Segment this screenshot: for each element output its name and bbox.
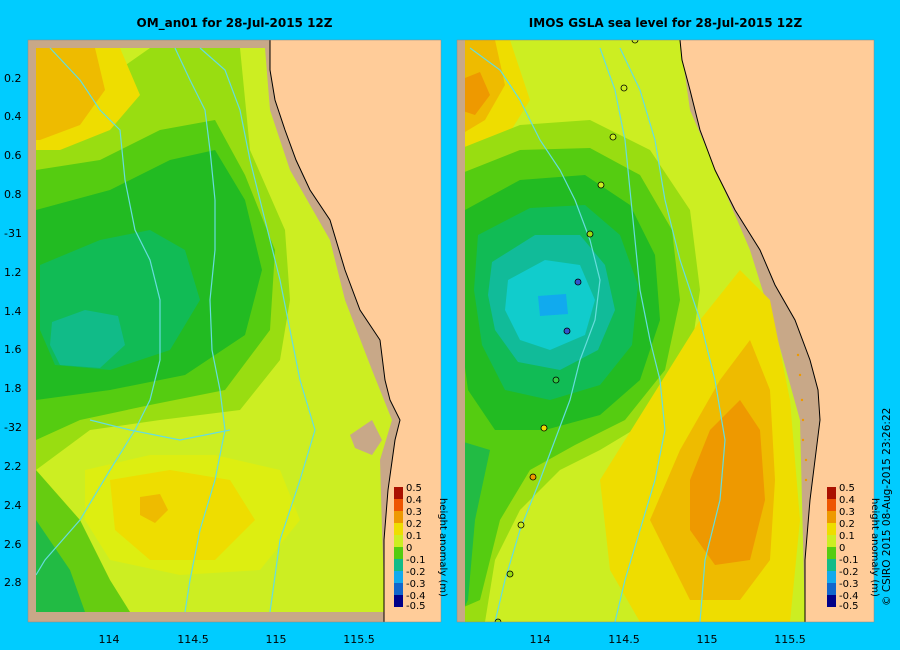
colorbar-tick-label: 0.2 [406,519,422,530]
colorbar-icon [394,487,403,607]
x-tick-label: 115.5 [343,633,375,646]
anomaly-contour [690,400,765,565]
tide-gauge-marker-icon[interactable] [586,230,594,238]
x-axis-labels-right: 114 114.5 115 115.5 [530,633,806,646]
tide-gauge-marker-icon[interactable] [540,424,548,432]
y-tick-label: 0.2 [4,72,22,85]
tide-gauge-marker-icon[interactable] [609,133,617,141]
colorbar-tick-label: -0.4 [406,591,426,602]
tide-gauge-marker-icon[interactable] [620,84,628,92]
colorbar-tick-label: -0.2 [406,567,426,578]
anomaly-contour [457,440,490,622]
colorbar-tick-label: -0.3 [839,579,859,590]
anomaly-contour [50,310,125,368]
colorbar-tick-label: -0.5 [406,601,426,612]
y-tick-label: 0.6 [4,149,22,162]
anomaly-contour [460,72,490,115]
anomaly-contour [140,494,168,523]
colorbar-tick-label: -0.2 [839,567,859,578]
tide-gauge-marker-icon[interactable] [552,376,560,384]
panel-title-left: OM_an01 for 28-Jul-2015 12Z [136,16,333,30]
colorbar-tick-label: -0.5 [839,601,859,612]
colorbar-title: height anomaly (m) [869,498,880,597]
y-tick-label: 1.2 [4,266,22,279]
colorbar-tick-label: -0.1 [839,555,859,566]
y-tick-label: 1.4 [4,305,22,318]
y-tick-label: 0.8 [4,188,22,201]
colorbar-tick-label: 0 [839,543,845,554]
colorbar-tick-label: 0 [406,543,412,554]
x-tick-label: 115.5 [774,633,806,646]
anomaly-contour [538,294,568,316]
coastline-icon [679,40,821,622]
colorbar-tick-label: -0.3 [406,579,426,590]
tide-gauge-markers[interactable] [494,37,639,625]
anomaly-contour [110,470,255,560]
y-tick-label: 2.8 [4,576,22,589]
map-left[interactable] [28,40,441,622]
colorbar-tick-label: 0.4 [406,495,422,506]
colorbar-tick-label: 0.1 [406,531,422,542]
tide-gauge-marker-icon[interactable] [517,521,525,529]
x-tick-label: 114.5 [177,633,209,646]
tide-gauge-marker-icon[interactable] [631,37,639,44]
colorbar-tick-label: 0.1 [839,531,855,542]
y-tick-label: 2.4 [4,499,22,512]
coastal-station-markers [796,353,808,482]
colorbar-tick-label: -0.4 [839,591,859,602]
colorbar-tick-label: -0.1 [406,555,426,566]
colorbar-tick-label: 0.5 [839,483,855,494]
colorbar-icon [827,487,836,607]
y-tick-label: -31 [4,227,22,240]
y-tick-label: 1.8 [4,382,22,395]
anomaly-contour [36,48,105,140]
tide-gauge-marker-icon[interactable] [494,618,502,625]
colorbar-right: 0.5 0.4 0.3 0.2 0.1 0 -0.1 -0.2 -0.3 -0.… [827,483,880,612]
tide-gauge-marker-icon[interactable] [529,473,537,481]
y-tick-label: 2.2 [4,460,22,473]
tide-gauge-marker-icon[interactable] [506,570,514,578]
colorbar-tick-label: 0.4 [839,495,855,506]
anomaly-contour [36,520,85,612]
colorbar-tick-label: 0.2 [839,519,855,530]
y-tick-label: -32 [4,421,22,434]
tide-gauge-marker-icon[interactable] [597,181,605,189]
map-right[interactable] [457,37,874,625]
coastline-icon [269,40,401,622]
isobath-lines [35,47,316,613]
x-tick-label: 115 [266,633,287,646]
y-tick-label: 1.6 [4,343,22,356]
credit-text: © CSIRO 2015 08-Aug-2015 23:26:22 [881,408,893,606]
colorbar-left: 0.5 0.4 0.3 0.2 0.1 0 -0.1 -0.2 -0.3 -0.… [394,483,448,612]
colorbar-tick-label: 0.3 [406,507,422,518]
colorbar-title: height anomaly (m) [437,498,448,597]
tide-gauge-marker-icon[interactable] [563,327,571,335]
x-tick-label: 115 [697,633,718,646]
land-mass [270,40,441,622]
x-tick-label: 114 [530,633,551,646]
y-tick-label: 0.4 [4,110,22,123]
colorbar-tick-label: 0.5 [406,483,422,494]
tide-gauge-marker-icon[interactable] [574,278,582,286]
y-tick-label: 2.6 [4,538,22,551]
land-mass [680,40,874,622]
x-tick-label: 114 [99,633,120,646]
x-axis-labels-left: 114 114.5 115 115.5 [99,633,375,646]
x-tick-label: 114.5 [608,633,640,646]
panel-title-right: IMOS GSLA sea level for 28-Jul-2015 12Z [528,16,803,30]
isobath-lines [469,47,726,622]
y-axis-labels: 0.2 0.4 0.6 0.8 -31 1.2 1.4 1.6 1.8 -32 … [4,72,22,589]
colorbar-tick-label: 0.3 [839,507,855,518]
